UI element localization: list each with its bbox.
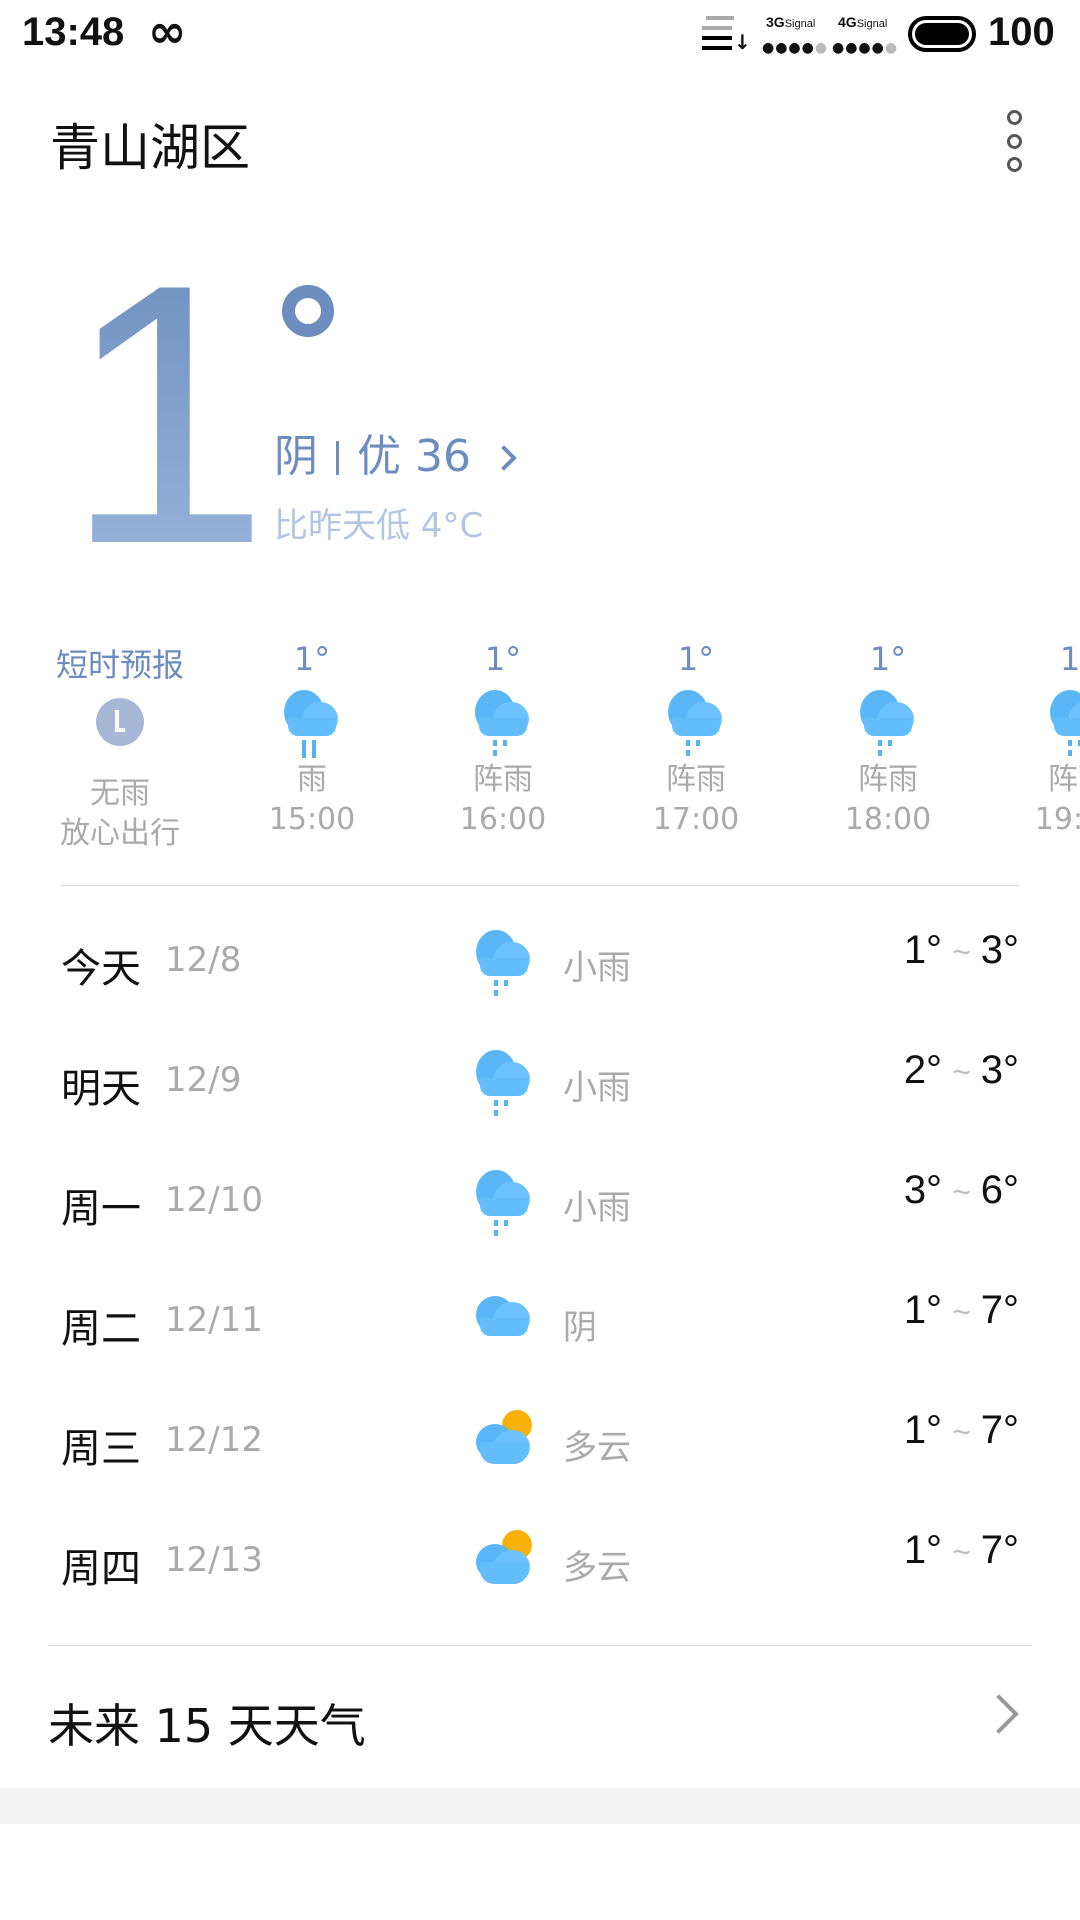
temp-range: 2° ~3° bbox=[903, 1048, 1019, 1092]
hourly-temp: 1° bbox=[293, 640, 331, 678]
hourly-condition: 阵雨 bbox=[1048, 762, 1080, 797]
15-day-forecast-link[interactable]: 未来 15 天天气 bbox=[48, 1699, 366, 1753]
location-title[interactable]: 青山湖区 bbox=[50, 119, 250, 177]
daily-row[interactable]: 今天 12/8 小雨 1° ~3° bbox=[0, 922, 1080, 1002]
hourly-time: 17:00 bbox=[652, 802, 740, 837]
hourly-item: 1° 阵雨 18:00 bbox=[808, 640, 968, 840]
degree-symbol bbox=[282, 285, 334, 337]
hourly-condition: 阵雨 bbox=[858, 762, 918, 797]
day-condition: 小雨 bbox=[563, 948, 631, 988]
hourly-item: 1° 阵雨 17:00 bbox=[616, 640, 776, 840]
temp-range: 1° ~7° bbox=[903, 1288, 1019, 1332]
hourly-item: 1° 阵雨 19:00 bbox=[998, 640, 1080, 840]
day-condition: 阴 bbox=[563, 1308, 597, 1348]
day-date: 12/12 bbox=[165, 1420, 263, 1460]
day-label: 周三 bbox=[61, 1426, 141, 1472]
shower-icon bbox=[1050, 690, 1080, 756]
partly-cloudy-icon bbox=[476, 1530, 532, 1586]
signal-4g-icon: ●●●●● bbox=[832, 40, 899, 56]
rain-icon bbox=[476, 1050, 532, 1116]
daily-row[interactable]: 周四 12/13 多云 1° ~7° bbox=[0, 1522, 1080, 1602]
temperature-comparison: 比昨天低 4°C bbox=[274, 506, 484, 546]
hourly-condition: 雨 bbox=[297, 762, 327, 797]
battery-level: 100 bbox=[988, 10, 1055, 54]
status-bar: 13:48 ∞ ↓ 3GSignal ●●●●● 4GSignal ●●●●● … bbox=[0, 0, 1080, 68]
signal-3g-label: 3GSignal bbox=[766, 14, 816, 30]
section-separator bbox=[0, 1788, 1080, 1824]
hourly-item: 1° 阵雨 16:00 bbox=[423, 640, 583, 840]
day-date: 12/13 bbox=[165, 1540, 263, 1580]
day-date: 12/9 bbox=[165, 1060, 242, 1100]
hourly-time: 18:00 bbox=[844, 802, 932, 837]
shower-icon bbox=[475, 690, 531, 756]
rain-icon bbox=[476, 1170, 532, 1236]
day-date: 12/11 bbox=[165, 1300, 263, 1340]
day-label: 周四 bbox=[61, 1546, 141, 1592]
current-temperature: 1 bbox=[64, 208, 270, 621]
day-label: 周二 bbox=[61, 1306, 141, 1352]
chevron-right-icon[interactable] bbox=[979, 1694, 1019, 1734]
infinity-icon: ∞ bbox=[148, 4, 187, 58]
day-condition: 多云 bbox=[563, 1548, 631, 1588]
clock-icon bbox=[96, 698, 144, 746]
divider bbox=[48, 1645, 1032, 1646]
status-time: 13:48 bbox=[22, 10, 125, 54]
daily-row[interactable]: 明天 12/9 小雨 2° ~3° bbox=[0, 1042, 1080, 1122]
chevron-right-icon bbox=[491, 445, 517, 471]
separator bbox=[336, 441, 339, 475]
hourly-temp: 1° bbox=[869, 640, 907, 678]
summary-text: 无雨 bbox=[90, 776, 150, 811]
data-transfer-icon: ↓ bbox=[700, 16, 751, 54]
day-condition: 小雨 bbox=[563, 1068, 631, 1108]
partly-cloudy-icon bbox=[476, 1410, 532, 1466]
daily-row[interactable]: 周二 12/11 阴 1° ~7° bbox=[0, 1282, 1080, 1362]
hourly-condition: 阵雨 bbox=[666, 762, 726, 797]
day-condition: 多云 bbox=[563, 1428, 631, 1468]
day-label: 今天 bbox=[61, 946, 141, 992]
hourly-item: 1° 雨 15:00 bbox=[232, 640, 392, 840]
condition-text: 阴 bbox=[274, 431, 318, 482]
hourly-time: 19:00 bbox=[1034, 802, 1080, 837]
hourly-temp: 1° bbox=[484, 640, 522, 678]
hourly-condition: 阵雨 bbox=[473, 762, 533, 797]
hourly-time: 16:00 bbox=[459, 802, 547, 837]
temp-range: 3° ~6° bbox=[903, 1168, 1019, 1212]
signal-3g-icon: ●●●●● bbox=[762, 40, 829, 56]
rain-icon bbox=[284, 690, 340, 758]
day-date: 12/10 bbox=[165, 1180, 263, 1220]
daily-row[interactable]: 周一 12/10 小雨 3° ~6° bbox=[0, 1162, 1080, 1242]
battery-icon bbox=[908, 16, 976, 52]
temp-range: 1° ~7° bbox=[903, 1528, 1019, 1572]
hourly-summary: 短时预报 无雨 放心出行 bbox=[40, 640, 200, 854]
overcast-icon bbox=[476, 1290, 532, 1346]
day-label: 周一 bbox=[61, 1186, 141, 1232]
rain-icon bbox=[476, 930, 532, 996]
shower-icon bbox=[860, 690, 916, 756]
signal-4g-label: 4GSignal bbox=[838, 14, 888, 30]
summary-subtext: 放心出行 bbox=[60, 816, 180, 851]
hourly-time: 15:00 bbox=[268, 802, 356, 837]
day-condition: 小雨 bbox=[563, 1188, 631, 1228]
temp-range: 1° ~3° bbox=[903, 928, 1019, 972]
more-vertical-icon[interactable] bbox=[1000, 110, 1028, 172]
day-date: 12/8 bbox=[165, 940, 242, 980]
divider bbox=[61, 885, 1019, 886]
temp-range: 1° ~7° bbox=[903, 1408, 1019, 1452]
shower-icon bbox=[668, 690, 724, 756]
hourly-label: 短时预报 bbox=[55, 646, 184, 684]
hourly-temp: 1° bbox=[1059, 640, 1080, 678]
aqi-text: 优 36 bbox=[357, 431, 471, 482]
daily-row[interactable]: 周三 12/12 多云 1° ~7° bbox=[0, 1402, 1080, 1482]
current-condition[interactable]: 阴优 36 bbox=[274, 420, 517, 484]
day-label: 明天 bbox=[61, 1066, 141, 1112]
hourly-temp: 1° bbox=[677, 640, 715, 678]
